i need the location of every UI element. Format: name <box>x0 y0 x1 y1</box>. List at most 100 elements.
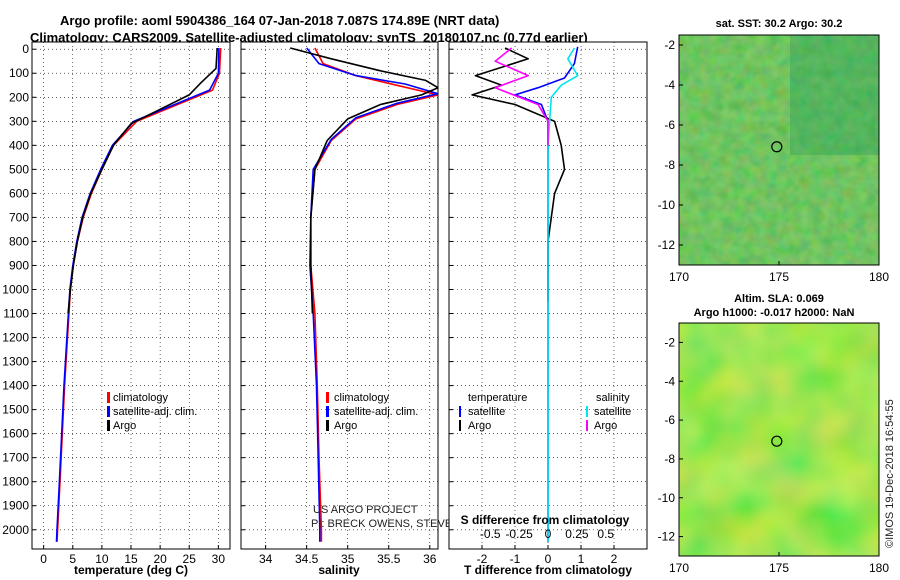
series-line <box>471 47 566 302</box>
y-tick-label: -12 <box>658 238 676 252</box>
x2-tick-label: -0.25 <box>505 527 533 541</box>
y-tick-label: 1200 <box>2 331 29 345</box>
y-tick-label: -2 <box>664 335 675 349</box>
y-tick-label: 100 <box>9 66 29 80</box>
sst-map-title: sat. SST: 30.2 Argo: 30.2 <box>716 18 843 30</box>
y-tick-label: -8 <box>664 452 675 466</box>
x-tick-label: 10 <box>95 552 109 566</box>
difference-xlabel: T difference from climatology <box>464 563 632 577</box>
y-tick-label: 1300 <box>2 355 29 369</box>
legend-satellite: satellite-adj. clim. <box>113 406 197 418</box>
y-tick-label: -6 <box>664 413 675 427</box>
y-tick-label: -4 <box>664 78 675 92</box>
temperature-ticks: 0100200300400500600700800900100011001200… <box>2 42 225 566</box>
y-tick-label: 1600 <box>2 427 29 441</box>
y-tick-label: -6 <box>664 118 675 132</box>
x-tick-label: 34 <box>259 552 273 566</box>
x-tick-label: 0 <box>545 552 552 566</box>
x2-tick-label: 0.25 <box>565 527 589 541</box>
sla-map-ticks: 170 175 180 -2 -4 -6 -8 -10 -12 <box>658 335 890 575</box>
y-tick-label: 0 <box>22 42 29 56</box>
title-line-1: Argo profile: aoml 5904386_164 07-Jan-20… <box>60 13 499 28</box>
sst-map-cool-patch <box>790 35 879 155</box>
y-tick-label: 1000 <box>2 282 29 296</box>
temperature-lines <box>55 47 222 542</box>
legend-header-temperature: temperature <box>468 392 527 404</box>
x-tick-label: 180 <box>869 270 889 284</box>
x-tick-label: 36 <box>423 552 437 566</box>
x-tick-label: 2 <box>611 552 618 566</box>
salinity-axes <box>240 41 439 550</box>
legend-swatch-t-satellite <box>459 406 461 417</box>
salinity-lines <box>289 47 438 542</box>
temperature-grid <box>32 42 230 549</box>
difference-ticks: -2 -1 0 1 2 -0.5 -0.25 0 0.25 0.5 <box>449 48 618 566</box>
y-tick-label: 1700 <box>2 451 29 465</box>
sst-map: sat. SST: 30.2 Argo: 30.2 170 175 180 -2 -4 -… <box>658 18 890 284</box>
temperature-panel: 0100200300400500600700800900100011001200… <box>2 41 231 577</box>
y-tick-label: -2 <box>664 38 675 52</box>
sst-map-ticks: 170 175 180 -2 -4 -6 -8 -10 -12 <box>658 38 890 284</box>
x-tick-label: 170 <box>669 561 689 575</box>
salinity-xlabel: salinity <box>318 563 360 577</box>
legend-swatch-s-satellite <box>586 406 588 417</box>
y-tick-label: 600 <box>9 186 29 200</box>
temperature-legend: climatology satellite-adj. clim. Argo <box>107 392 197 432</box>
y-tick-label: 500 <box>9 162 29 176</box>
series-line <box>306 47 438 542</box>
x-tick-label: -1 <box>510 552 521 566</box>
x-tick-label: 35 <box>341 552 355 566</box>
legend-header-salinity: salinity <box>596 392 630 404</box>
sla-argo-marker <box>771 435 783 447</box>
x-tick-label: 35.5 <box>377 552 401 566</box>
y-tick-label: 1100 <box>3 307 29 321</box>
legend-swatch-satellite <box>326 406 329 417</box>
legend-t-satellite: satellite <box>468 406 505 418</box>
y-tick-label: 200 <box>9 90 29 104</box>
sst-argo-marker <box>771 141 783 153</box>
y-tick-label: 2000 <box>2 523 29 537</box>
difference-legend: temperature salinity satellite Argo sate… <box>459 392 631 432</box>
legend-swatch-s-argo <box>586 420 588 431</box>
legend-swatch-argo <box>107 420 110 431</box>
sla-map-title-1: Altim. SLA: 0.069 <box>734 293 824 305</box>
title-line-2: Climatology: CARS2009. Satellite-adjuste… <box>30 30 588 45</box>
legend-swatch-t-argo <box>459 420 461 431</box>
y-tick-label: 1900 <box>2 499 29 513</box>
y-tick-label: 800 <box>9 234 29 248</box>
x2-tick-label: 0 <box>545 527 552 541</box>
y-tick-label: 400 <box>9 138 29 152</box>
x-tick-label: 25 <box>183 552 197 566</box>
salinity-legend: climatology satellite-adj. clim. Argo <box>326 392 418 432</box>
legend-argo: Argo <box>113 420 136 432</box>
x-tick-label: 1 <box>578 552 585 566</box>
legend-argo: Argo <box>334 420 357 432</box>
y-tick-label: 700 <box>9 210 29 224</box>
series-line <box>289 47 438 314</box>
sla-map-title-2: Argo h1000: -0.017 h2000: NaN <box>694 307 855 319</box>
legend-swatch-climatology <box>326 392 329 403</box>
y-tick-label: -10 <box>658 491 676 505</box>
sst-map-texture <box>679 35 879 265</box>
credit-project: US ARGO PROJECT <box>313 504 418 516</box>
difference-panel: -2 -1 0 1 2 -0.5 -0.25 0 0.25 0.5 T difference fr… <box>448 41 648 577</box>
x-tick-label: 175 <box>769 561 789 575</box>
temperature-axes <box>31 41 231 550</box>
series-line <box>494 47 549 146</box>
x-tick-label: 0 <box>40 552 47 566</box>
y-tick-label: 1500 <box>2 403 29 417</box>
y-tick-label: 900 <box>9 258 29 272</box>
legend-s-argo: Argo <box>594 420 617 432</box>
y-tick-label: 1800 <box>2 475 29 489</box>
x2-tick-label: 0.5 <box>597 527 614 541</box>
temperature-xlabel: temperature (deg C) <box>74 563 188 577</box>
salinity-ticks: 34 34.5 35 35.5 36 <box>241 48 437 566</box>
legend-swatch-satellite <box>107 406 110 417</box>
sla-map-texture <box>679 323 879 556</box>
y-tick-label: 1400 <box>2 379 29 393</box>
x-tick-label: 5 <box>69 552 76 566</box>
y-tick-label: -10 <box>658 198 676 212</box>
sla-map: Altim. SLA: 0.069 Argo h1000: -0.017 h20… <box>658 293 890 575</box>
x-tick-label: 170 <box>669 270 689 284</box>
